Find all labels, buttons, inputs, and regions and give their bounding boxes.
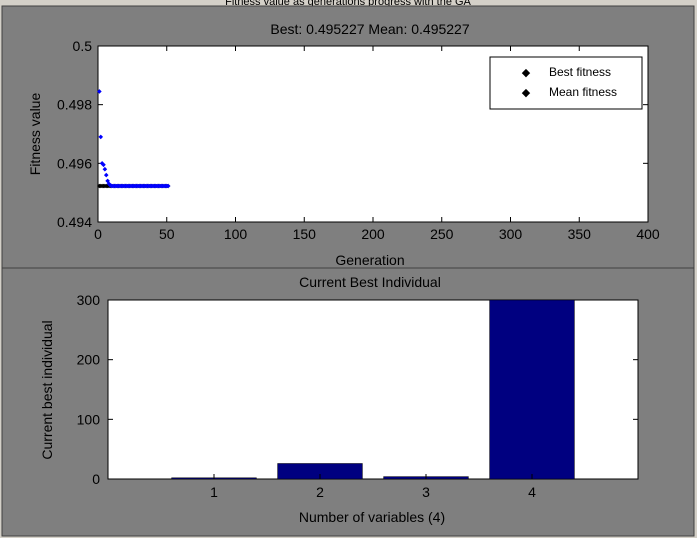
y-tick-label: 0 bbox=[92, 471, 100, 487]
x-tick-label: 400 bbox=[636, 226, 660, 242]
x-tick-label: 1 bbox=[210, 484, 218, 500]
fitness-y-axis: 0.494 0.496 0.498 0.5 bbox=[57, 38, 648, 230]
y-tick-label: 300 bbox=[77, 292, 101, 308]
fitness-x-axis: 0 50 100 150 200 250 300 350 400 bbox=[94, 46, 660, 242]
x-tick-label: 50 bbox=[159, 226, 175, 242]
fitness-y-label: Fitness value bbox=[27, 93, 43, 176]
mean-fitness-point bbox=[101, 162, 106, 168]
y-tick-label: 0.496 bbox=[57, 155, 92, 171]
y-tick-label: 0.5 bbox=[73, 38, 93, 54]
x-tick-label: 3 bbox=[422, 484, 430, 500]
mean-fitness-point bbox=[102, 166, 108, 172]
x-tick-label: 150 bbox=[293, 226, 317, 242]
legend-marker-best: ◆ bbox=[522, 67, 531, 79]
individual-bars bbox=[171, 299, 575, 480]
y-tick-label: 0.498 bbox=[57, 97, 92, 113]
title-strip bbox=[0, 0, 697, 8]
mean-fitness-point bbox=[98, 134, 104, 140]
y-tick-label: 100 bbox=[77, 411, 101, 427]
mean-fitness-series bbox=[97, 89, 171, 189]
mean-fitness-point bbox=[165, 183, 171, 189]
individual-y-axis: 0 100 200 300 bbox=[77, 292, 638, 487]
x-tick-label: 350 bbox=[568, 226, 592, 242]
fitness-legend: ◆ Best fitness ◆ Mean fitness bbox=[489, 56, 643, 110]
individual-x-axis: 1 2 3 4 bbox=[210, 474, 536, 500]
individual-chart-title: Current Best Individual bbox=[299, 274, 441, 290]
mean-fitness-point bbox=[97, 89, 102, 94]
legend-box bbox=[489, 56, 643, 110]
legend-label-best: Best fitness bbox=[549, 65, 611, 79]
x-tick-label: 250 bbox=[430, 226, 454, 242]
window-title: Fitness value as generations progress wi… bbox=[225, 0, 471, 8]
mean-fitness-point bbox=[103, 172, 109, 178]
x-tick-label: 200 bbox=[361, 226, 385, 242]
mean-fitness-point bbox=[99, 161, 105, 166]
x-tick-label: 300 bbox=[499, 226, 523, 242]
bar-variable-4 bbox=[489, 299, 575, 480]
mean-fitness-point bbox=[105, 178, 110, 184]
y-tick-label: 200 bbox=[77, 352, 101, 368]
x-tick-label: 4 bbox=[528, 484, 536, 500]
fitness-x-label: Generation bbox=[335, 252, 404, 268]
fitness-series-group bbox=[97, 89, 171, 189]
legend-label-mean: Mean fitness bbox=[549, 85, 617, 99]
x-tick-label: 2 bbox=[316, 484, 324, 500]
y-tick-label: 0.494 bbox=[57, 214, 92, 230]
individual-x-label: Number of variables (4) bbox=[299, 509, 445, 525]
legend-marker-mean: ◆ bbox=[522, 87, 531, 99]
x-tick-label: 0 bbox=[94, 226, 102, 242]
x-tick-label: 100 bbox=[224, 226, 248, 242]
fitness-chart-title: Best: 0.495227 Mean: 0.495227 bbox=[270, 21, 469, 37]
individual-y-label: Current best individual bbox=[39, 320, 55, 459]
